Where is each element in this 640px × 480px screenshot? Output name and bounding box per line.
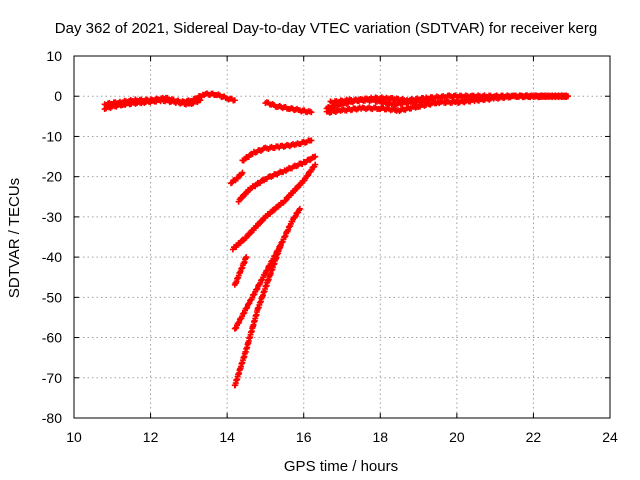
data-point: [238, 194, 245, 201]
x-tick-label: 20: [449, 429, 465, 445]
data-point: [239, 169, 246, 176]
data-point: [197, 97, 204, 104]
data-series: [262, 99, 315, 116]
x-tick-label: 18: [372, 429, 388, 445]
data-series: [239, 137, 315, 164]
y-tick-label: -10: [42, 128, 62, 144]
data-point: [312, 161, 319, 168]
data-point: [258, 218, 265, 225]
y-tick-label: 10: [46, 48, 62, 64]
data-series: [229, 161, 319, 253]
data-series: [327, 96, 434, 108]
y-axis-label: SDTVAR / TECUs: [6, 178, 23, 298]
data-series: [235, 153, 319, 205]
plot-frame: [73, 55, 611, 419]
y-tick-label: -60: [42, 330, 62, 346]
chart-title: Day 362 of 2021, Sidereal Day-to-day VTE…: [55, 20, 597, 37]
data-point: [281, 198, 288, 205]
y-tick-label: -20: [42, 169, 62, 185]
x-axis-label: GPS time / hours: [284, 458, 398, 475]
y-tick-label: -50: [42, 289, 62, 305]
data-point: [308, 109, 315, 116]
y-tick-label: -40: [42, 249, 62, 265]
data-series: [231, 242, 284, 389]
data-point: [564, 93, 571, 100]
x-tick-label: 14: [219, 429, 235, 445]
y-tick-label: -30: [42, 209, 62, 225]
axis-ticks: 10 12 14 16 18 20 22 24 10 0 -10 -20 -30 -40 -50 -60 -70…: [42, 48, 618, 445]
data-point: [312, 153, 319, 160]
y-tick-label: 0: [54, 88, 62, 104]
data-point: [308, 137, 315, 144]
data-point: [296, 205, 303, 212]
data-point: [427, 97, 434, 104]
x-tick-label: 10: [66, 429, 82, 445]
x-tick-label: 16: [296, 429, 312, 445]
data-point: [293, 185, 300, 192]
x-tick-label: 12: [143, 429, 159, 445]
data-series: [101, 96, 204, 113]
data-series: [323, 92, 571, 116]
x-tick-label: 22: [526, 429, 542, 445]
data-point: [304, 173, 311, 180]
x-tick-label: 24: [602, 429, 618, 445]
data-points: [101, 90, 571, 389]
data-point: [243, 254, 250, 261]
data-point: [277, 242, 284, 249]
data-point: [231, 97, 238, 104]
data-point: [270, 207, 277, 214]
y-tick-label: -70: [42, 370, 62, 386]
data-series: [227, 169, 246, 187]
y-tick-label: -80: [42, 410, 62, 426]
data-series: [231, 254, 250, 288]
